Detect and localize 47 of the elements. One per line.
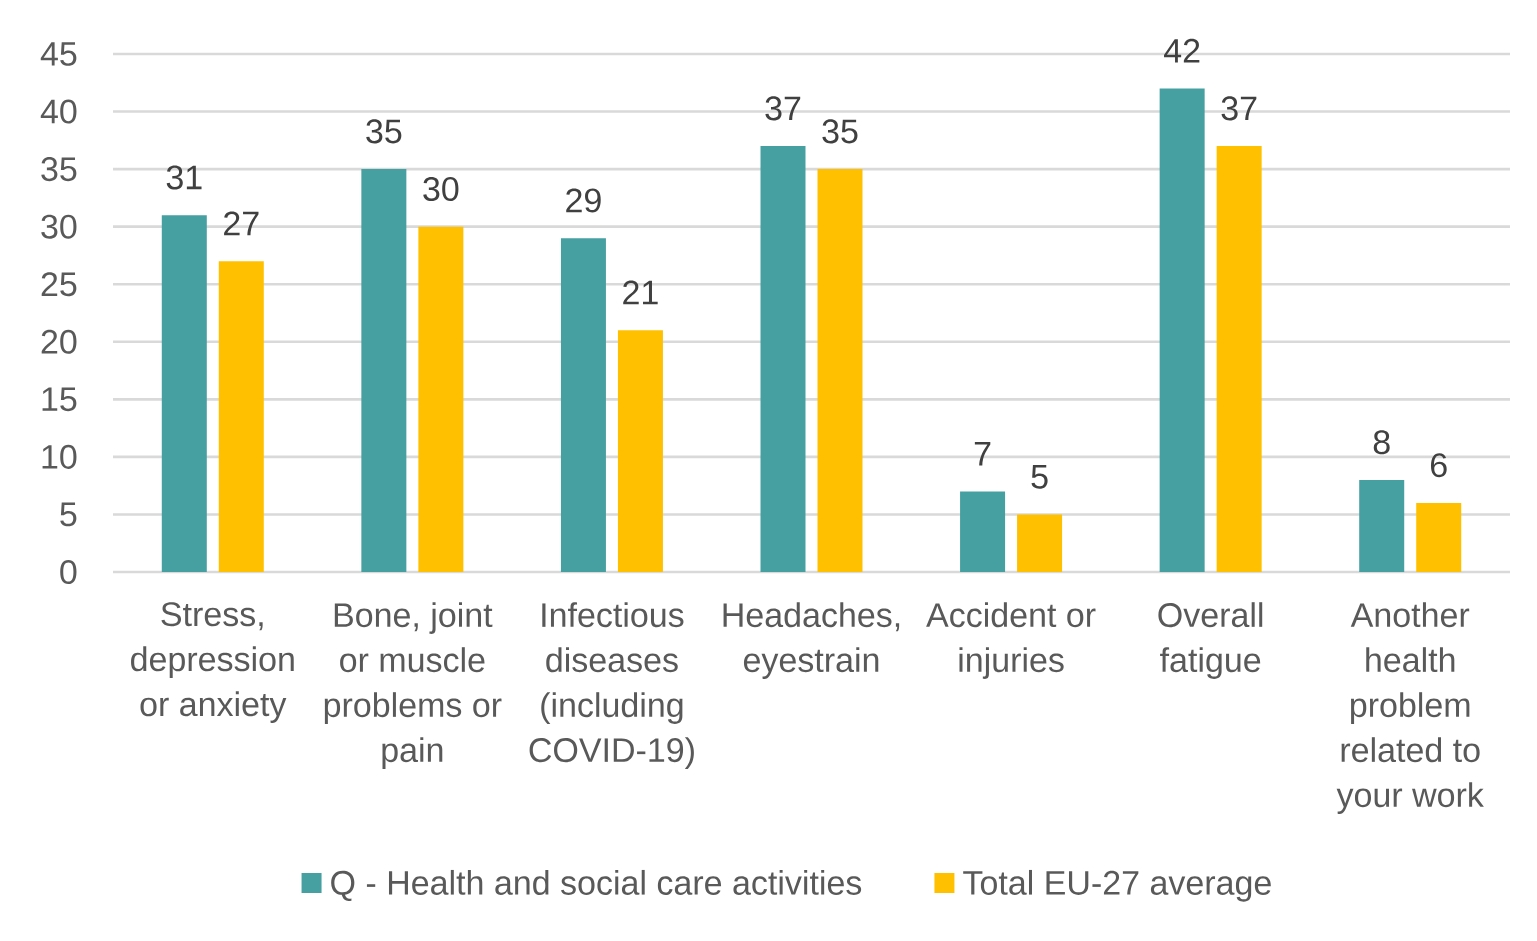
y-tick-label: 40 — [40, 99, 77, 124]
bar — [560, 238, 606, 572]
data-label: 7 — [974, 442, 991, 466]
bar — [418, 226, 464, 572]
bar — [1017, 514, 1063, 572]
y-tick-label: 10 — [42, 444, 77, 469]
bar — [1359, 479, 1405, 572]
data-label: 29 — [566, 188, 601, 213]
y-tick-label: 0 — [60, 559, 77, 585]
data-label: 27 — [224, 211, 259, 236]
bar — [218, 261, 264, 572]
x-tick-label: Stress, depression or anxiety — [131, 602, 294, 723]
y-tick-label: 20 — [41, 329, 77, 354]
data-label: 37 — [765, 96, 801, 121]
data-label: 42 — [1164, 38, 1200, 63]
bar — [161, 215, 207, 572]
bar — [960, 491, 1006, 572]
y-tick-label: 15 — [42, 387, 77, 412]
bar — [1159, 88, 1205, 572]
bar — [760, 146, 806, 572]
data-label: 5 — [1031, 465, 1048, 489]
bar — [817, 169, 863, 572]
x-tick-label: Infectious diseases (including COVID-19) — [529, 602, 694, 769]
y-tick-label: 30 — [41, 214, 77, 239]
bar — [1216, 146, 1262, 572]
data-label: 6 — [1431, 453, 1447, 478]
bar — [617, 330, 663, 572]
bar — [361, 169, 407, 572]
legend-label: Q - Health and social care activities — [331, 869, 862, 901]
data-label: 21 — [623, 280, 658, 305]
data-label: 35 — [366, 119, 402, 144]
data-label: 35 — [822, 119, 858, 144]
y-tick-label: 5 — [60, 502, 77, 527]
legend-label: Total EU-27 average — [963, 869, 1271, 902]
bar — [1416, 502, 1462, 572]
x-tick-label: Bone, joint or muscle problems or pain — [324, 602, 502, 769]
x-tick-label: Accident or injuries — [926, 602, 1096, 679]
x-tick-label: Headaches, eyestrain — [723, 602, 900, 679]
data-label: 31 — [166, 165, 202, 190]
x-tick-label: Overall fatigue — [1158, 602, 1263, 679]
y-tick-label: 45 — [40, 42, 77, 66]
y-tick-label: 25 — [41, 272, 77, 297]
data-label: 8 — [1373, 430, 1390, 455]
data-label: 30 — [423, 176, 459, 201]
x-tick-label: Another health problem related to your work — [1336, 602, 1484, 814]
data-label: 37 — [1221, 96, 1257, 121]
y-tick-label: 35 — [41, 157, 77, 182]
